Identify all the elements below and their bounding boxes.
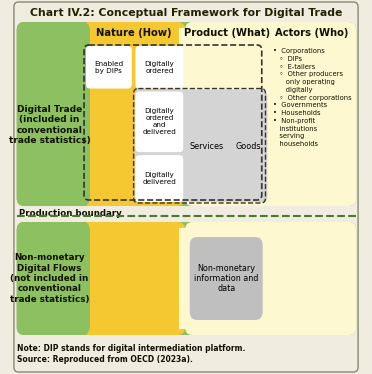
FancyBboxPatch shape <box>188 92 225 202</box>
Text: Non-monetary
Digital Flows
(not included in
conventional
trade statistics): Non-monetary Digital Flows (not included… <box>10 253 89 304</box>
Text: Actors (Who): Actors (Who) <box>275 28 348 38</box>
Text: Source: Reproduced from OECD (2023a).: Source: Reproduced from OECD (2023a). <box>17 355 193 364</box>
Text: Digitally
ordered
and
delivered: Digitally ordered and delivered <box>142 108 176 135</box>
Text: Goods: Goods <box>235 142 261 151</box>
Text: Note: DIP stands for digital intermediation platform.: Note: DIP stands for digital intermediat… <box>17 344 245 353</box>
FancyBboxPatch shape <box>17 22 356 206</box>
FancyBboxPatch shape <box>17 22 90 206</box>
Text: Digital Trade
(included in
conventional
trade statistics): Digital Trade (included in conventional … <box>9 105 90 145</box>
FancyBboxPatch shape <box>86 46 132 89</box>
FancyBboxPatch shape <box>17 222 90 335</box>
Bar <box>82 228 90 329</box>
Text: Chart IV.2: Conceptual Framework for Digital Trade: Chart IV.2: Conceptual Framework for Dig… <box>30 8 342 18</box>
FancyBboxPatch shape <box>82 22 185 206</box>
FancyBboxPatch shape <box>185 22 356 206</box>
Bar <box>179 28 191 200</box>
FancyBboxPatch shape <box>135 155 183 202</box>
Text: Product (What): Product (What) <box>184 28 270 38</box>
FancyBboxPatch shape <box>14 2 358 372</box>
Text: Services: Services <box>189 142 224 151</box>
FancyBboxPatch shape <box>16 22 356 335</box>
Text: Nature (How): Nature (How) <box>96 28 171 38</box>
Bar <box>179 28 191 200</box>
FancyBboxPatch shape <box>135 89 264 202</box>
Text: Production boundary: Production boundary <box>19 209 121 218</box>
Text: •  Corporations
   ◦  DIPs
   ◦  E-tailers
   ◦  Other producers
      only oper: • Corporations ◦ DIPs ◦ E-tailers ◦ Othe… <box>273 48 352 147</box>
Bar <box>179 228 191 329</box>
FancyBboxPatch shape <box>185 222 356 335</box>
FancyBboxPatch shape <box>82 222 185 335</box>
Text: Digitally
ordered: Digitally ordered <box>144 61 174 74</box>
FancyBboxPatch shape <box>17 222 356 335</box>
FancyBboxPatch shape <box>135 92 183 152</box>
FancyBboxPatch shape <box>229 92 267 202</box>
Text: Enabled
by DIPs: Enabled by DIPs <box>94 61 124 74</box>
FancyBboxPatch shape <box>135 46 183 89</box>
Bar <box>82 28 90 200</box>
Bar <box>179 228 191 329</box>
Text: Non-monetary
information and
data: Non-monetary information and data <box>194 264 259 293</box>
FancyBboxPatch shape <box>190 237 263 320</box>
Text: Digitally
delivered: Digitally delivered <box>142 172 176 185</box>
